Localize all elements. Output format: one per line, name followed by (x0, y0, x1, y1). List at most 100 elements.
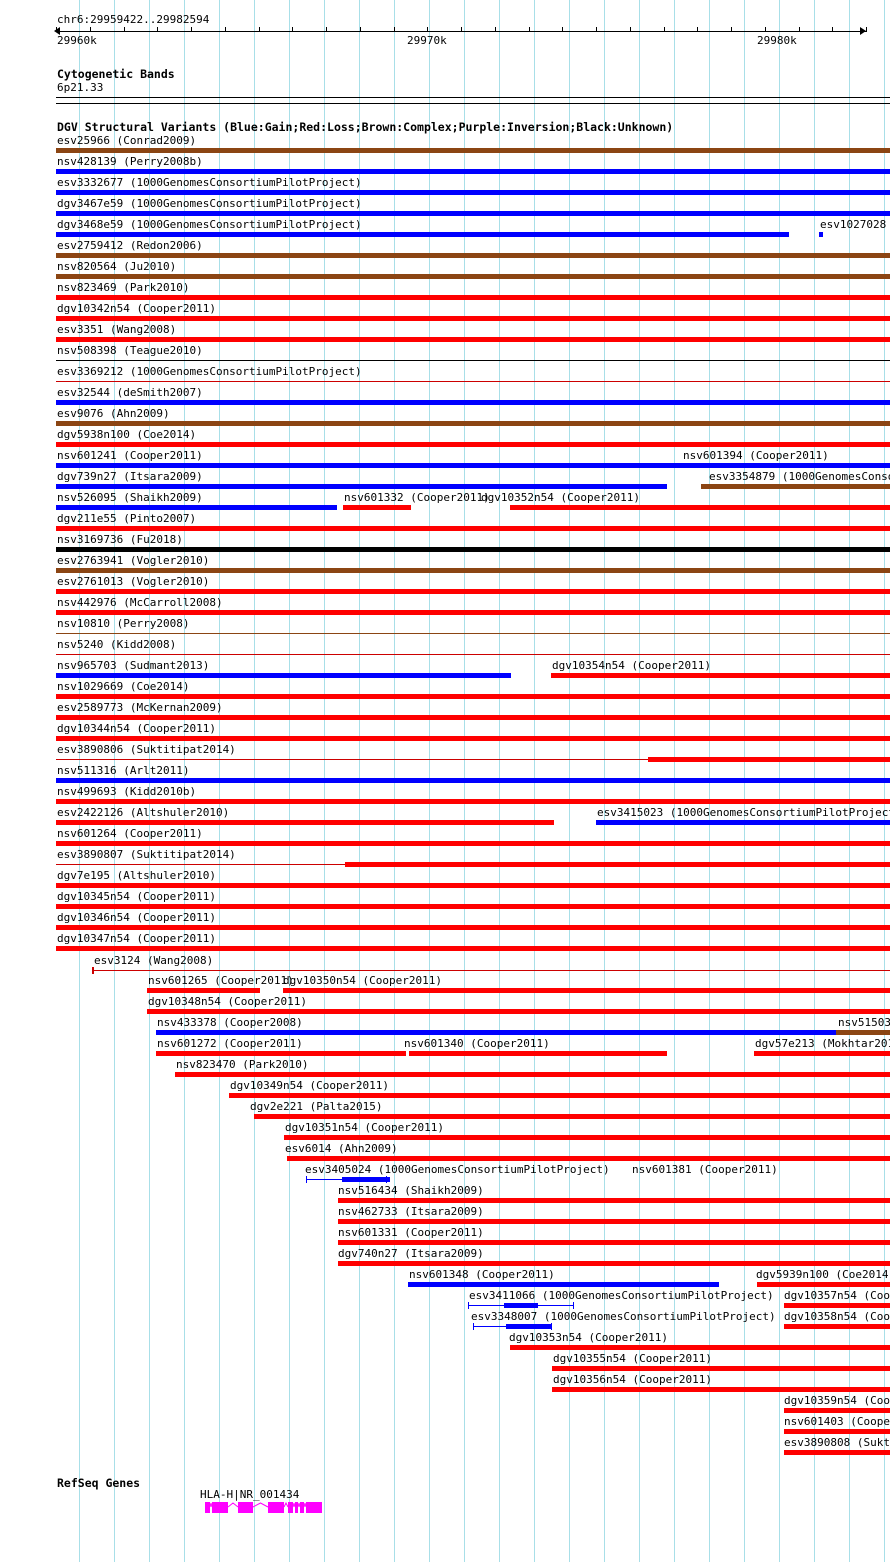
variant-label[interactable]: nsv965703 (Sudmant2013) (57, 659, 210, 672)
variant-label[interactable]: nsv442976 (McCarroll2008) (57, 596, 223, 609)
variant-bar[interactable] (552, 1387, 890, 1392)
variant-label[interactable]: dgv7e195 (Altshuler2010) (57, 869, 216, 882)
variant-label[interactable]: dgv10353n54 (Cooper2011) (509, 1331, 668, 1344)
variant-thin-line[interactable] (56, 381, 890, 382)
variant-bar[interactable] (56, 736, 890, 741)
variant-label[interactable]: esv2763941 (Vogler2010) (57, 554, 210, 567)
variant-label[interactable]: nsv601394 (Cooper2011) (683, 449, 829, 462)
variant-bar[interactable] (56, 295, 890, 300)
variant-bar[interactable] (56, 253, 890, 258)
variant-label[interactable]: dgv739n27 (Itsara2009) (57, 470, 203, 483)
gene-exon-block[interactable] (212, 1502, 228, 1513)
variant-label[interactable]: nsv601403 (Cooper (784, 1415, 890, 1428)
variant-label[interactable]: nsv10810 (Perry2008) (57, 617, 190, 630)
variant-label[interactable]: nsv601331 (Cooper2011) (338, 1226, 484, 1239)
variant-bar[interactable] (56, 694, 890, 699)
variant-label[interactable]: nsv428139 (Perry2008b) (57, 155, 203, 168)
variant-thin-line[interactable] (56, 759, 890, 760)
variant-label[interactable]: dgv10352n54 (Cooper2011) (481, 491, 640, 504)
variant-label[interactable]: esv2589773 (McKernan2009) (57, 701, 223, 714)
variant-bar[interactable] (56, 148, 890, 153)
variant-label[interactable]: nsv601332 (Cooper2011) (344, 491, 490, 504)
variant-label[interactable]: nsv820564 (Ju2010) (57, 260, 177, 273)
variant-bar[interactable] (56, 463, 890, 468)
variant-bar[interactable] (56, 610, 890, 615)
variant-label[interactable]: dgv5939n100 (Coe2014) (756, 1268, 890, 1281)
variant-bar[interactable] (56, 526, 890, 531)
variant-label[interactable]: dgv3468e59 (1000GenomesConsortiumPilotPr… (57, 218, 362, 231)
variant-bar[interactable] (56, 274, 890, 279)
variant-bar[interactable] (56, 925, 890, 930)
variant-label[interactable]: dgv2e221 (Palta2015) (250, 1100, 383, 1113)
variant-label[interactable]: dgv10347n54 (Cooper2011) (57, 932, 216, 945)
variant-bar[interactable] (56, 799, 890, 804)
variant-bar[interactable] (56, 211, 890, 216)
variant-bar[interactable] (784, 1450, 890, 1455)
variant-label[interactable]: esv3415023 (1000GenomesConsortiumPilotPr… (597, 806, 890, 819)
variant-bar[interactable] (343, 505, 411, 510)
variant-label[interactable]: esv2422126 (Altshuler2010) (57, 806, 230, 819)
variant-label[interactable]: nsv601272 (Cooper2011) (157, 1037, 303, 1050)
variant-label[interactable]: nsv601241 (Cooper2011) (57, 449, 203, 462)
variant-label[interactable]: dgv10359n54 (Coope (784, 1394, 890, 1407)
gene-exon-block[interactable] (205, 1502, 210, 1513)
variant-bar[interactable] (701, 484, 890, 489)
gene-exon-block[interactable] (288, 1502, 293, 1513)
variant-bar[interactable] (56, 484, 667, 489)
variant-bar[interactable] (229, 1093, 890, 1098)
variant-bar[interactable] (784, 1408, 890, 1413)
variant-bar[interactable] (510, 1345, 890, 1350)
variant-bar[interactable] (836, 1030, 890, 1035)
variant-label[interactable]: esv3332677 (1000GenomesConsortiumPilotPr… (57, 176, 362, 189)
variant-bar[interactable] (757, 1282, 890, 1287)
variant-bar[interactable] (56, 400, 890, 405)
variant-label[interactable]: nsv823469 (Park2010) (57, 281, 190, 294)
variant-bar[interactable] (56, 820, 554, 825)
variant-thin-line[interactable] (56, 360, 890, 361)
variant-label[interactable]: dgv211e55 (Pinto2007) (57, 512, 197, 525)
variant-label[interactable]: nsv499693 (Kidd2010b) (57, 785, 197, 798)
variant-core-bar[interactable] (504, 1303, 538, 1308)
variant-label[interactable]: nsv5240 (Kidd2008) (57, 638, 177, 651)
variant-thin-line[interactable] (56, 654, 890, 655)
variant-bar[interactable] (754, 1051, 890, 1056)
variant-label[interactable]: esv3890806 (Suktitipat2014) (57, 743, 236, 756)
variant-bar[interactable] (338, 1261, 890, 1266)
variant-core-bar[interactable] (506, 1324, 551, 1329)
variant-label[interactable]: esv3354879 (1000GenomesConsort (709, 470, 890, 483)
variant-label[interactable]: dgv10358n54 (Coope (784, 1310, 890, 1323)
cytoband-label-6p21-33[interactable]: 6p21.33 (57, 81, 104, 94)
variant-label[interactable]: nsv515032 (838, 1016, 890, 1029)
gene-name-label[interactable]: HLA-H|NR_001434 (200, 1488, 300, 1501)
variant-thin-line[interactable] (56, 633, 890, 634)
variant-bar[interactable] (338, 1198, 890, 1203)
variant-label[interactable]: esv3348007 (1000GenomesConsortiumPilotPr… (471, 1310, 776, 1323)
variant-bar[interactable] (56, 673, 511, 678)
variant-label[interactable]: esv3890808 (Sukti (784, 1436, 890, 1449)
variant-bar[interactable] (56, 883, 890, 888)
variant-bar[interactable] (345, 862, 890, 867)
variant-label[interactable]: esv3411066 (1000GenomesConsortiumPilotPr… (469, 1289, 774, 1302)
variant-label[interactable]: esv2759412 (Redon2006) (57, 239, 203, 252)
variant-bar[interactable] (784, 1324, 890, 1329)
variant-label[interactable]: dgv10355n54 (Cooper2011) (553, 1352, 712, 1365)
variant-label[interactable]: nsv601381 (Cooper2011) (632, 1163, 778, 1176)
variant-label[interactable]: dgv10346n54 (Cooper2011) (57, 911, 216, 924)
variant-bar[interactable] (56, 715, 890, 720)
variant-bar[interactable] (819, 232, 823, 237)
variant-label[interactable]: nsv511316 (Arlt2011) (57, 764, 190, 777)
variant-bar[interactable] (784, 1429, 890, 1434)
variant-bar[interactable] (56, 547, 890, 552)
variant-bar[interactable] (784, 1303, 890, 1308)
variant-label[interactable]: esv3124 (Wang2008) (94, 954, 214, 967)
variant-label[interactable]: nsv3169736 (Fu2018) (57, 533, 183, 546)
variant-bar[interactable] (56, 946, 890, 951)
gene-exon-block[interactable] (300, 1502, 304, 1513)
variant-label[interactable]: dgv10345n54 (Cooper2011) (57, 890, 216, 903)
variant-bar[interactable] (338, 1240, 890, 1245)
variant-bar[interactable] (551, 673, 890, 678)
variant-bar[interactable] (147, 988, 260, 993)
variant-bar[interactable] (56, 337, 890, 342)
variant-bar[interactable] (156, 1051, 406, 1056)
variant-bar[interactable] (408, 1282, 719, 1287)
